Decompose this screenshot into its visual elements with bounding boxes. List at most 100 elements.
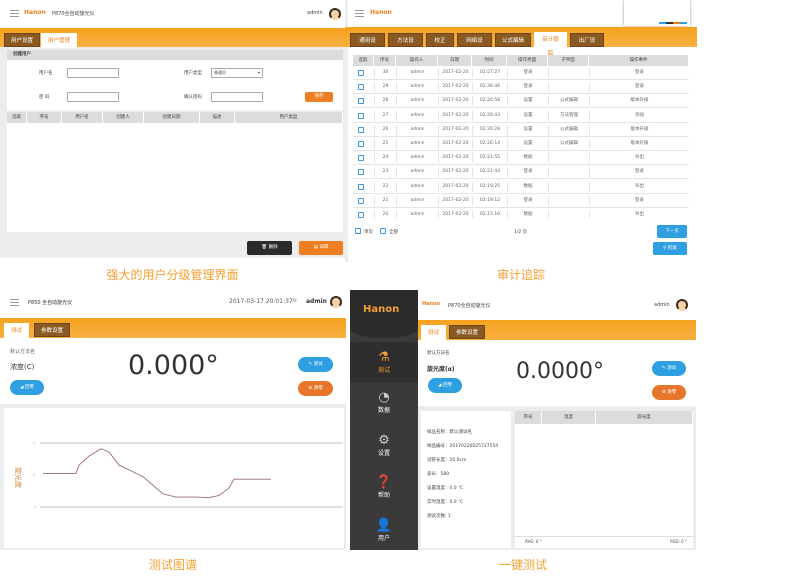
tab-calibration[interactable]: 校正 [426,33,454,47]
tab-bar: 用户设置 用户管理 [0,28,345,48]
table-row[interactable]: 23 admin 2017-02-20 02:21:44 登录 登录 [353,165,689,180]
row-checkbox[interactable] [358,141,364,147]
sidebar-item-user[interactable]: 👤 用户 [350,518,418,542]
test-button[interactable]: ✎ 测试 [298,357,333,372]
column-header: 操作事件 [589,55,689,66]
table-cell [548,153,589,164]
table-cell: admin [396,210,438,218]
table-cell: 公式编辑 [548,124,589,135]
zero-button[interactable]: ◢ 回零 [10,380,44,395]
thumbnail-preview [624,0,690,26]
table-row[interactable]: 24 admin 2017-02-20 02:21:55 数据 导出 [353,151,689,166]
tab-formula-edit[interactable]: 公式编辑 [495,33,531,47]
avatar[interactable] [676,299,688,311]
sidebar-item-settings[interactable]: ⚙ 设置 [350,433,418,457]
zero-button[interactable]: ◢ 回零 [428,378,462,393]
column-header: 子界面 [548,55,589,66]
delete-button[interactable]: 🗑 删除 [247,241,292,255]
next-page-button[interactable]: 下一页 [657,225,687,238]
tab-factory-settings[interactable]: 出厂设置 [570,33,604,58]
column-header: 用户名 [62,112,103,123]
menu-icon[interactable] [10,299,19,306]
flask-icon: ⚗ [378,350,390,365]
y-tick-label: -1 [33,505,36,509]
table-cell [548,68,589,78]
tab-audit-trail[interactable]: 审计跟踪 [534,32,567,57]
table-cell: 设置 [507,139,548,149]
detail-button[interactable]: ▤ 详细 [299,241,343,255]
avatar[interactable] [329,8,341,20]
row-checkbox[interactable] [358,169,364,176]
table-cell: 导出 [589,181,689,192]
test-button[interactable]: ✎ 测试 [652,361,686,376]
avatar[interactable] [330,296,342,308]
all-checkbox[interactable] [380,228,386,234]
tab-test[interactable]: 测试 [4,323,30,338]
clear-icon: ♻ [661,390,668,395]
clear-button[interactable]: ♻ 清零 [298,381,333,396]
row-checkbox[interactable] [358,98,364,105]
clear-label: 清零 [313,386,323,391]
table-cell: 设置 [507,124,548,135]
y-axis-label: 旋光度 [14,467,23,488]
table-row[interactable]: 20 admin 2017-02-20 02:15:10 数据 导出 [353,208,689,218]
tab-network-settings[interactable]: 网络设置 [457,33,492,58]
tab-general-settings[interactable]: 通用设置 [350,33,385,58]
table-cell: admin [396,139,438,149]
table-row[interactable]: 29 admin 2017-02-20 02:36:46 登录 登录 [353,80,689,95]
table-cell: 2017-02-20 [438,195,472,206]
row-checkbox[interactable] [358,155,364,162]
table-row[interactable]: 26 admin 2017-02-20 02:26:28 设置 公式编辑 版本升级 [353,123,689,137]
row-checkbox[interactable] [358,197,364,204]
tab-user-management[interactable]: 用户管理 [41,33,78,48]
username: admin [306,298,327,305]
table-cell: 2017-02-20 [438,68,472,78]
table-cell: 版本升级 [589,139,689,149]
tab-test[interactable]: 测试 [421,325,447,340]
row-checkbox[interactable] [358,84,364,91]
table-row[interactable]: 21 admin 2017-02-20 02:19:12 登录 登录 [353,194,689,208]
row-checkbox[interactable] [358,112,364,119]
confirm-password-input[interactable] [211,92,263,102]
pie-chart-icon: ◔ [378,390,390,405]
table-row[interactable]: 27 admin 2017-02-20 02:26:43 设置 方法管理 添加 [353,109,689,123]
column-header: 操作人 [396,55,438,66]
sidebar-label: 设置 [377,450,390,457]
tab-parameter-settings[interactable]: 参数设置 [449,325,486,339]
row-checkbox[interactable] [358,212,364,218]
menu-icon[interactable] [355,10,364,17]
table-cell: 导出 [589,153,689,164]
detail-label: 详细 [319,245,329,250]
search-button[interactable]: ⚲ 检索 [653,242,687,255]
table-row[interactable]: 30 admin 2017-02-20 02:57:27 登录 登录 [353,66,689,80]
tab-parameter-settings[interactable]: 参数设置 [34,323,71,337]
row-checkbox[interactable] [358,183,364,190]
table-cell: admin [396,68,438,78]
sidebar-item-help[interactable]: ❓ 帮助 [350,475,418,499]
password-input[interactable] [67,92,119,102]
save-button[interactable]: 保存 [305,92,333,102]
table-row[interactable]: 22 admin 2017-02-20 02:19:25 数据 导出 [353,180,689,194]
menu-icon[interactable] [10,10,19,17]
sidebar-item-data[interactable]: ◔ 数据 [350,390,418,414]
table-cell: 2017-02-20 [438,82,472,93]
table-row[interactable]: 28 admin 2017-02-20 02:26:58 设置 公式编辑 版本升级 [353,94,689,109]
tab-method-settings[interactable]: 方法设置 [388,33,423,58]
usertype-select[interactable]: 普通员 ▾ [211,68,263,78]
username-input[interactable] [67,68,119,78]
table-cell: 02:21:44 [472,167,507,178]
series-line [43,448,271,499]
tab-user-settings[interactable]: 用户设置 [4,33,41,47]
row-checkbox[interactable] [358,70,364,76]
single-page-checkbox[interactable] [355,228,361,234]
table-cell: admin [396,167,438,178]
row-checkbox[interactable] [358,126,364,133]
reading-area: 默认方法名 浓度(C) 0.000° ◢ 回零 ✎ 测试 ♻ 清零 [0,338,346,404]
sidebar-item-test[interactable]: ⚗ 测试 [350,350,418,374]
test-label: 测试 [667,366,677,371]
column-header: 旋光度 [596,411,693,424]
table-row[interactable]: 25 admin 2017-02-20 02:26:14 设置 公式编辑 版本升级 [353,137,689,151]
sample-info-line: 样品编号：20170220025727554 [427,444,499,449]
pen-icon: ✎ [308,362,314,367]
clear-button[interactable]: ♻ 清零 [652,385,686,400]
